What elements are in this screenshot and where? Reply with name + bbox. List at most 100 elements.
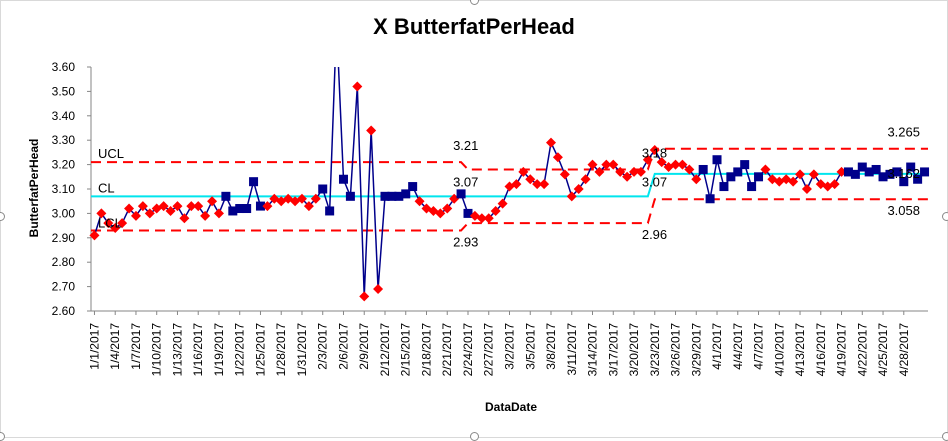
resize-handle-left[interactable]: [0, 212, 5, 221]
data-point: [850, 169, 860, 179]
data-point-out-of-control: [546, 137, 557, 148]
cl-value-label: 3.162: [887, 166, 920, 181]
x-tick-label: 3/5/2017: [523, 323, 537, 370]
data-point-out-of-control: [158, 201, 169, 212]
ucl-value-label: 3.18: [642, 145, 667, 160]
x-tick-label: 2/24/2017: [461, 323, 475, 377]
data-point: [906, 162, 916, 172]
x-tick-label: 1/10/2017: [150, 323, 164, 377]
y-axis-title: ButterfatPerHead: [27, 139, 41, 238]
x-axis-title: DataDate: [485, 400, 537, 414]
data-point-out-of-control: [518, 166, 529, 177]
data-point-out-of-control: [670, 159, 681, 170]
data-point-out-of-control: [629, 166, 640, 177]
data-point: [394, 191, 404, 201]
data-point-out-of-control: [435, 208, 446, 219]
data-point-out-of-control: [566, 191, 577, 202]
data-point-out-of-control: [124, 203, 135, 214]
data-point: [456, 189, 466, 199]
data-point-out-of-control: [539, 179, 550, 190]
x-tick-label: 3/14/2017: [586, 323, 600, 377]
y-tick-label: 3.60: [52, 60, 76, 74]
data-point: [325, 206, 335, 216]
x-tick-label: 2/27/2017: [482, 323, 496, 377]
x-tick-label: 4/10/2017: [772, 323, 786, 377]
data-point-out-of-control: [89, 230, 100, 241]
x-tick-label: 1/4/2017: [108, 323, 122, 370]
lcl-value-label: 3.058: [887, 203, 920, 218]
data-point-out-of-control: [808, 169, 819, 180]
y-tick-label: 3.20: [52, 158, 76, 172]
lcl-value-label: 2.93: [453, 234, 478, 249]
data-line: [93, 67, 926, 297]
data-point-out-of-control: [476, 213, 487, 224]
data-point: [754, 172, 764, 182]
x-tick-label: 4/25/2017: [876, 323, 890, 377]
data-point-out-of-control: [497, 198, 508, 209]
x-tick-label: 3/29/2017: [689, 323, 703, 377]
data-point-out-of-control: [573, 184, 584, 194]
data-point: [408, 182, 418, 192]
data-point-out-of-control: [552, 152, 563, 163]
data-point-out-of-control: [760, 164, 771, 175]
x-tick-label: 3/11/2017: [565, 323, 579, 376]
data-point: [345, 191, 355, 201]
data-point-out-of-control: [587, 159, 598, 170]
plot-area: 2.60 2.70 2.80 2.90 3.00 3.10 3.20 3.30 3.40 3.50…: [52, 60, 930, 377]
x-tick-label: 4/4/2017: [731, 323, 745, 370]
resize-handle-top[interactable]: [470, 0, 479, 5]
x-tick-label: 2/15/2017: [399, 323, 413, 377]
data-point-out-of-control: [511, 179, 522, 190]
data-point: [885, 169, 895, 179]
y-tick-label: 3.40: [52, 109, 76, 123]
x-tick-label: 2/18/2017: [419, 323, 433, 377]
y-tick-label: 3.30: [52, 133, 76, 147]
x-tick-label: 4/22/2017: [855, 323, 869, 377]
x-tick-label: 3/20/2017: [627, 323, 641, 377]
data-point-out-of-control: [200, 210, 211, 221]
data-point: [740, 160, 750, 170]
data-point-out-of-control: [213, 208, 224, 219]
x-tick-label: 2/9/2017: [357, 323, 371, 370]
data-point-out-of-control: [801, 184, 812, 194]
data-point-out-of-control: [635, 166, 646, 177]
data-point-out-of-control: [795, 169, 806, 180]
x-tick-label: 2/6/2017: [336, 323, 350, 370]
data-point: [705, 194, 715, 204]
x-tick-label: 2/21/2017: [440, 323, 454, 377]
data-point-out-of-control: [193, 201, 204, 212]
data-point-out-of-control: [303, 201, 314, 212]
resize-handle-right[interactable]: [942, 212, 948, 221]
data-point-out-of-control: [110, 223, 121, 234]
data-point-out-of-control: [594, 166, 605, 177]
x-tick-label: 1/7/2017: [129, 323, 143, 370]
x-tick-label: 4/1/2017: [710, 323, 724, 370]
data-point: [864, 167, 874, 177]
data-point: [249, 177, 259, 187]
data-point-out-of-control: [559, 169, 570, 180]
data-point: [899, 177, 909, 187]
data-point-out-of-control: [103, 218, 114, 229]
x-tick-label: 3/26/2017: [669, 323, 683, 377]
x-tick-label: 4/28/2017: [897, 323, 911, 377]
data-point-out-of-control: [310, 193, 321, 204]
resize-handle-bottom-left[interactable]: [0, 432, 5, 441]
cl-label: CL: [98, 180, 115, 195]
y-tick-label: 3.50: [52, 84, 76, 98]
x-tick-label: 3/8/2017: [544, 323, 558, 370]
data-point-out-of-control: [490, 205, 501, 216]
lcl-label: LCL: [98, 215, 122, 230]
x-tick-label: 2/12/2017: [378, 323, 392, 377]
data-point: [747, 182, 757, 192]
resize-handle-bottom-right[interactable]: [942, 432, 948, 441]
data-point-out-of-control: [117, 218, 128, 229]
data-point: [712, 155, 722, 165]
data-point-out-of-control: [608, 159, 619, 170]
chart-title: X ButterfatPerHead: [373, 14, 575, 39]
data-point-out-of-control: [649, 144, 660, 155]
data-point-out-of-control: [656, 157, 667, 168]
data-point: [920, 167, 930, 177]
data-point: [698, 164, 708, 174]
resize-handle-bottom[interactable]: [470, 432, 479, 441]
data-point-out-of-control: [442, 203, 453, 214]
